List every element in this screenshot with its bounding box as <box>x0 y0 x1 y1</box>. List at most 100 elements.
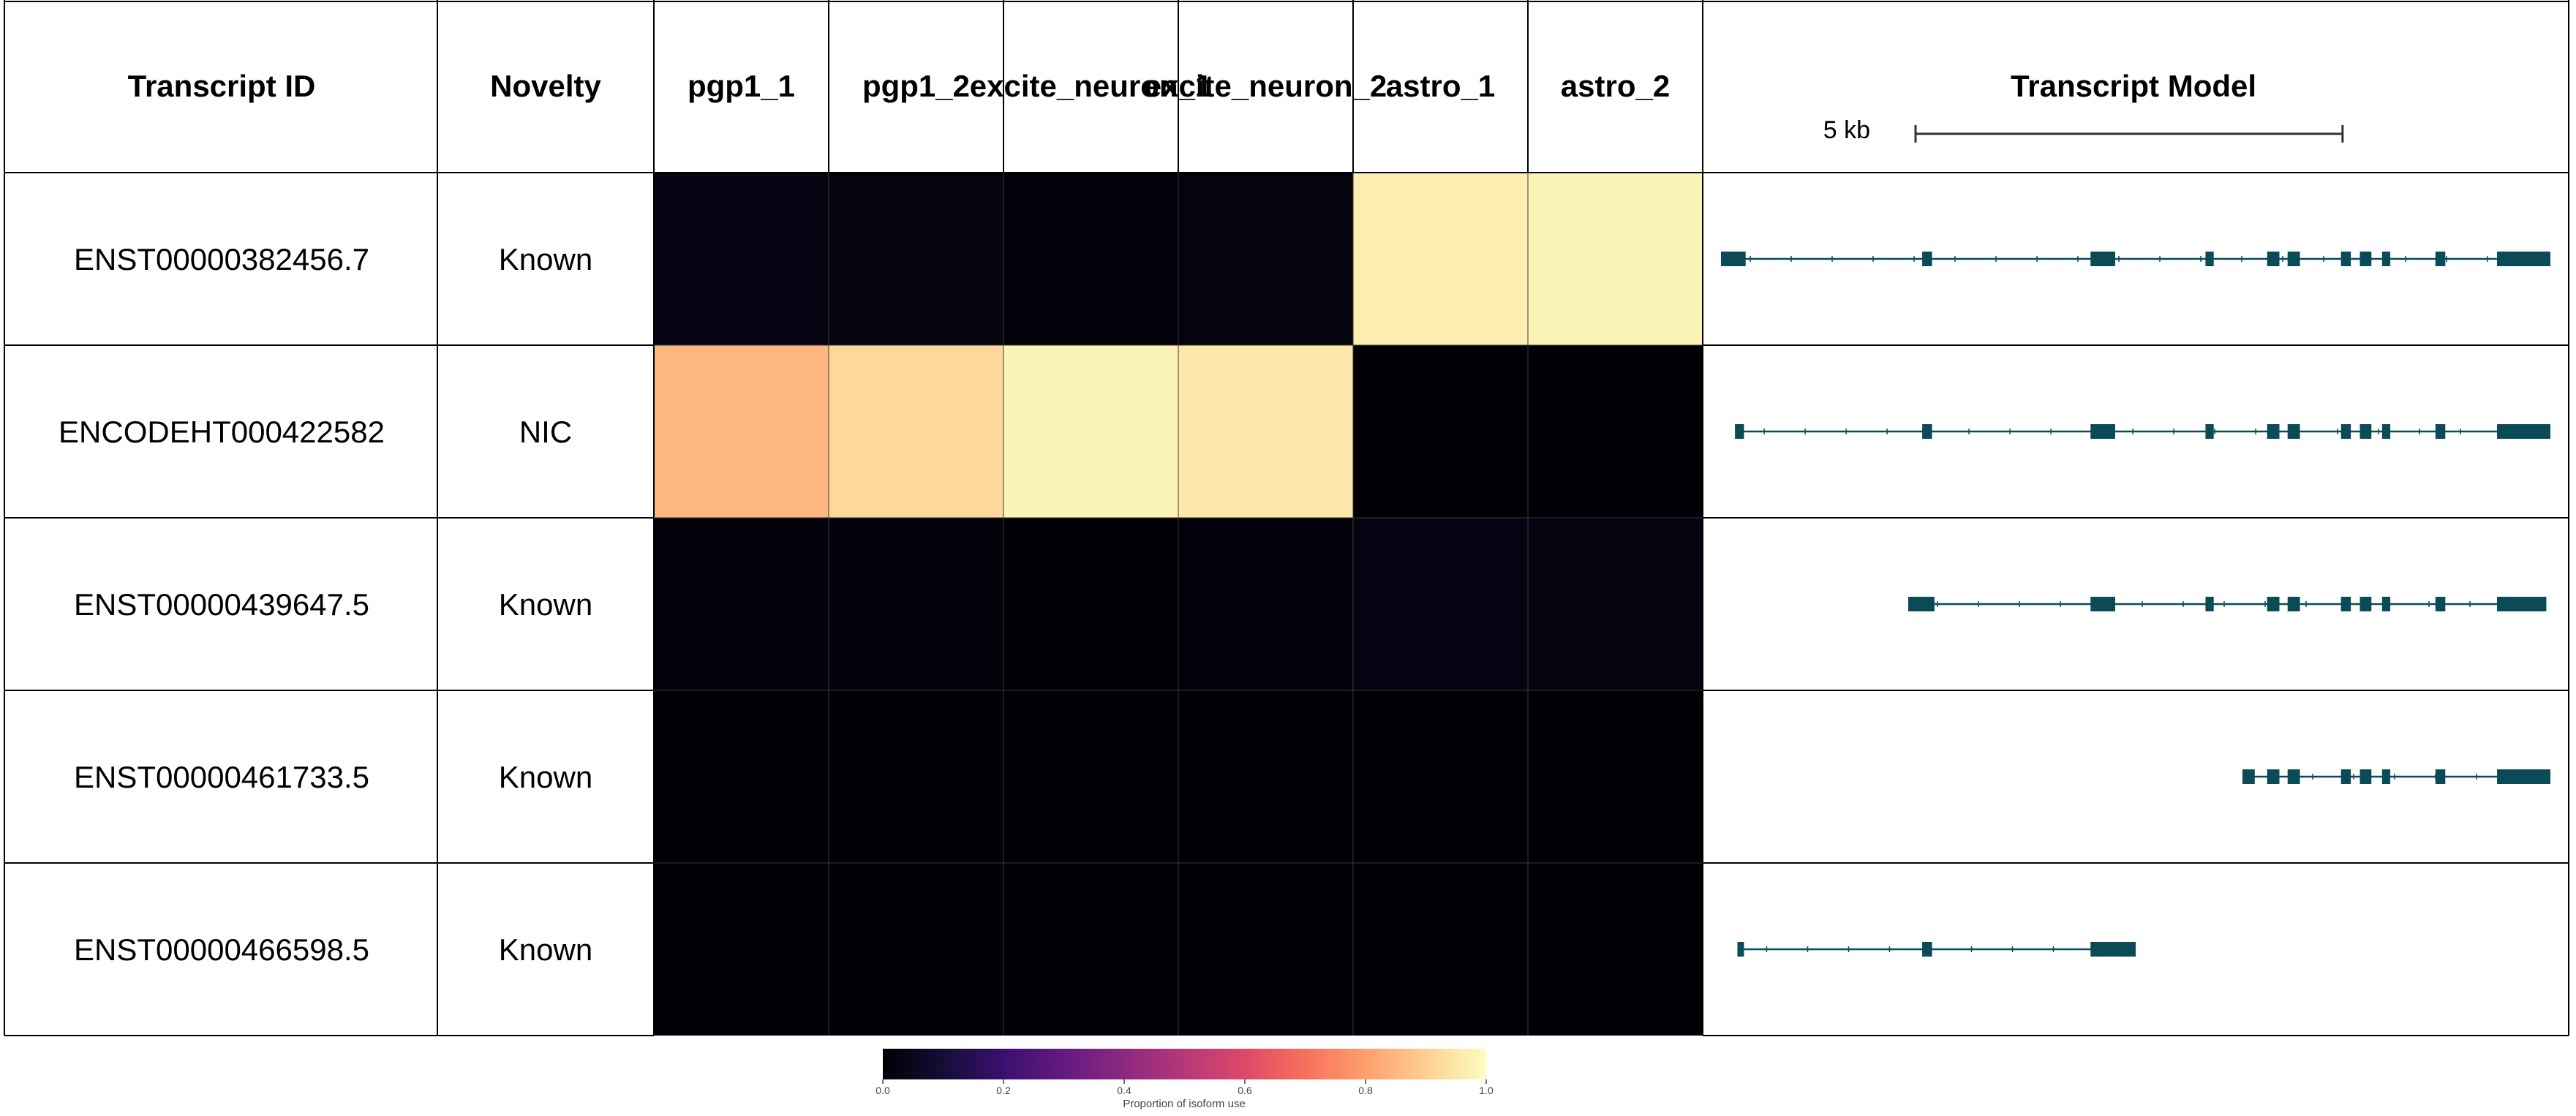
sample-header-astro-1: astro_1 <box>1386 69 1495 103</box>
sample-header-pgp1-2: pgp1_2 <box>862 69 970 103</box>
exon <box>2497 252 2550 266</box>
heat-cell <box>1178 173 1353 345</box>
transcript-model <box>1907 597 2547 611</box>
heat-cell <box>1178 863 1353 1036</box>
novelty-label: Known <box>499 760 592 794</box>
novelty-label: Known <box>499 932 592 967</box>
heat-cell <box>1353 863 1528 1036</box>
exon <box>2497 769 2550 784</box>
heat-cell <box>654 173 829 345</box>
colorbar-tick-label: 0.6 <box>1238 1085 1252 1096</box>
colorbar-tick-label: 0.4 <box>1117 1085 1131 1096</box>
heatmap-cells <box>654 173 1703 1036</box>
transcript-model <box>1737 942 2136 957</box>
transcript-id-label: ENCODEHT000422582 <box>59 415 385 449</box>
sample-headers: pgp1_1 pgp1_2 excite_neuron_1excite_neuron… <box>688 69 1670 103</box>
exon <box>2497 424 2550 439</box>
row-labels: ENST00000382456.7 Known ENCODEHT000422582 N… <box>59 242 592 967</box>
heat-cell <box>1353 518 1528 690</box>
exon <box>2381 252 2391 266</box>
exon <box>1922 424 1932 439</box>
exon <box>2340 252 2351 266</box>
heat-cell <box>1353 690 1528 863</box>
exon <box>2360 597 2372 611</box>
exon <box>2360 252 2372 266</box>
exon <box>2497 597 2547 611</box>
header-novelty: Novelty <box>490 69 601 103</box>
transcript-id-label: ENST00000439647.5 <box>74 587 369 622</box>
header-transcript-id: Transcript ID <box>128 69 316 103</box>
heat-cell <box>1178 518 1353 690</box>
sample-header-pgp1-1: pgp1_1 <box>688 69 795 103</box>
heat-cell <box>654 518 829 690</box>
exon <box>2287 252 2300 266</box>
colorbar-tick-label: 1.0 <box>1479 1085 1494 1096</box>
transcript-id-label: ENST00000461733.5 <box>74 760 369 794</box>
exon <box>2287 597 2300 611</box>
transcript-id-label: ENST00000382456.7 <box>74 242 369 276</box>
exon <box>2287 424 2300 439</box>
table-grid <box>4 0 2569 1036</box>
transcript-model <box>2242 769 2550 784</box>
exon <box>2267 424 2280 439</box>
heat-cell <box>829 345 1003 518</box>
exon <box>2267 252 2280 266</box>
exon <box>2205 252 2214 266</box>
colorbar-label: Proportion of isoform use <box>1123 1098 1246 1110</box>
transcript-id-label: ENST00000466598.5 <box>74 932 369 967</box>
novelty-label: NIC <box>519 415 572 449</box>
exon <box>2340 424 2351 439</box>
heat-cell <box>1178 345 1353 518</box>
transcript-models <box>1721 252 2550 957</box>
exon <box>2267 769 2280 784</box>
sample-header-excite-neuron-1: excite_neuron_1 <box>970 69 1213 103</box>
exon <box>2340 769 2351 784</box>
heat-cell <box>1003 173 1178 345</box>
colorbar: 0.0 0.2 0.4 0.6 0.8 1.0 Proportion of isoform… <box>875 1049 1494 1110</box>
heat-cell <box>654 345 829 518</box>
colorbar-tick-label: 0.0 <box>875 1085 890 1096</box>
exon <box>2435 424 2446 439</box>
exon <box>2287 769 2300 784</box>
exon <box>2090 252 2115 266</box>
exon <box>2090 597 2115 611</box>
heat-cell <box>1528 173 1703 345</box>
transcript-model <box>1735 424 2550 439</box>
exon <box>2205 597 2214 611</box>
sample-header-astro-2: astro_2 <box>1561 69 1670 103</box>
heat-cell <box>1003 863 1178 1036</box>
heat-cell <box>1528 690 1703 863</box>
heat-cell <box>1528 345 1703 518</box>
exon <box>2381 769 2391 784</box>
colorbar-tick-label: 0.8 <box>1358 1085 1373 1096</box>
exon <box>2090 424 2115 439</box>
exon <box>1922 942 1932 957</box>
exon <box>2340 597 2351 611</box>
exon <box>2435 252 2446 266</box>
exon <box>2360 769 2372 784</box>
novelty-label: Known <box>499 587 592 622</box>
heat-cell <box>1003 345 1178 518</box>
scale-bar: 5 kb <box>1823 116 2344 144</box>
exon <box>1735 424 1744 439</box>
heat-cell <box>1003 518 1178 690</box>
exon <box>2435 597 2446 611</box>
heat-cell <box>829 518 1003 690</box>
heat-cell <box>1003 690 1178 863</box>
heat-cell <box>829 173 1003 345</box>
colorbar-gradient <box>883 1049 1486 1079</box>
heat-cell <box>654 863 829 1036</box>
heat-cell <box>1528 863 1703 1036</box>
exon <box>2205 424 2214 439</box>
sample-header-excite-neuron-2: excite_neuron_2 <box>1145 69 1387 103</box>
colorbar-ticks: 0.0 0.2 0.4 0.6 0.8 1.0 <box>875 1079 1494 1096</box>
heat-cell <box>1178 690 1353 863</box>
scale-bar-label: 5 kb <box>1823 116 1870 144</box>
exon <box>2242 769 2255 784</box>
heat-cell <box>1353 345 1528 518</box>
exon <box>1721 252 1746 266</box>
transcript-model <box>1721 252 2550 266</box>
exon <box>2090 942 2136 957</box>
exon <box>2360 424 2372 439</box>
